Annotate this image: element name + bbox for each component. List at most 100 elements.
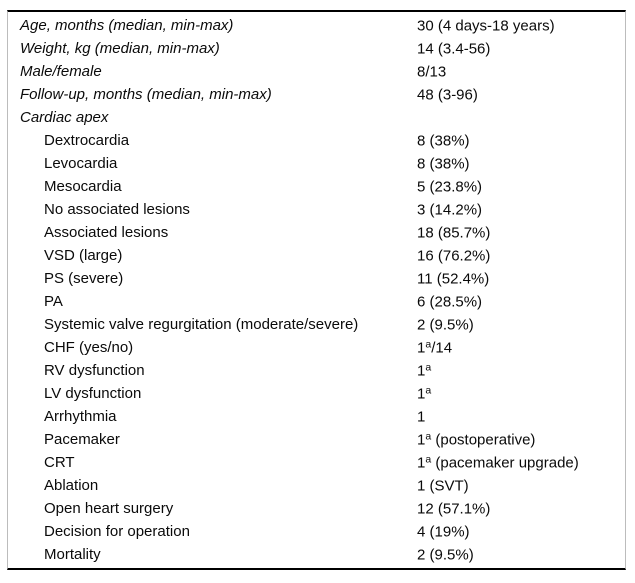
row-label: PA — [44, 293, 63, 310]
row-value: 8 (38%) — [417, 132, 470, 149]
row-label: No associated lesions — [44, 201, 190, 218]
row-label: Ablation — [44, 477, 99, 494]
value-text: 1 — [417, 408, 426, 425]
row-value: 4 (19%) — [417, 523, 470, 540]
table-row: Age, months (median, min-max) 30 (4 days-… — [8, 14, 625, 37]
value-text: (postoperative) — [431, 431, 536, 448]
row-label: Systemic valve regurgitation (moderate/s… — [44, 316, 359, 333]
row-value: 30 (4 days-18 years) — [417, 17, 555, 34]
footnote-marker: a — [425, 453, 432, 465]
row-value: 48 (3-96) — [417, 86, 478, 103]
row-label: Follow-up, months (median, min-max) — [20, 86, 272, 103]
value-text: 2 (9.5%) — [417, 316, 474, 333]
row-label: Mortality — [44, 546, 101, 563]
row-label: Age, months (median, min-max) — [20, 17, 234, 34]
table-row: Male/female 8/13 — [8, 60, 625, 83]
table-row: Systemic valve regurgitation (moderate/s… — [8, 313, 625, 336]
row-value: 1a — [417, 384, 432, 402]
table-row: Dextrocardia 8 (38%) — [8, 129, 625, 152]
table-row: Mortality 2 (9.5%) — [8, 543, 625, 566]
table-row: Associated lesions 18 (85.7%) — [8, 221, 625, 244]
row-value: 8 (38%) — [417, 155, 470, 172]
footnote-marker: a — [425, 361, 432, 373]
value-text: 1 — [417, 431, 426, 448]
value-text: 4 (19%) — [417, 523, 470, 540]
table-row: Follow-up, months (median, min-max) 48 (3… — [8, 83, 625, 106]
table-row: LV dysfunction 1a — [8, 382, 625, 405]
value-text: 30 (4 days-18 years) — [417, 17, 555, 34]
value-text: 16 (76.2%) — [417, 247, 491, 264]
row-value: 1a/14 — [417, 338, 453, 356]
row-label: CRT — [44, 454, 75, 471]
row-label: Open heart surgery — [44, 500, 174, 517]
table-row: Arrhythmia 1 — [8, 405, 625, 428]
value-text: 14 (3.4-56) — [417, 40, 491, 57]
row-value: 1a (pacemaker upgrade) — [417, 453, 579, 471]
table-row: PA 6 (28.5%) — [8, 290, 625, 313]
footnote-marker: a — [425, 338, 432, 350]
table-row: Mesocardia 5 (23.8%) — [8, 175, 625, 198]
row-value: 5 (23.8%) — [417, 178, 482, 195]
row-label: CHF (yes/no) — [44, 339, 134, 356]
table-row: PS (severe) 11 (52.4%) — [8, 267, 625, 290]
footnote-marker: a — [425, 430, 432, 442]
row-label: Male/female — [20, 63, 102, 80]
table-row: CRT 1a (pacemaker upgrade) — [8, 451, 625, 474]
table-row: Cardiac apex — [8, 106, 625, 129]
value-text: 2 (9.5%) — [417, 546, 474, 563]
row-value: 1 — [417, 408, 425, 425]
row-value: 3 (14.2%) — [417, 201, 482, 218]
table-row: Weight, kg (median, min-max) 14 (3.4-56) — [8, 37, 625, 60]
row-value: 2 (9.5%) — [417, 546, 474, 563]
value-text: 1 — [417, 362, 426, 379]
row-label: Levocardia — [44, 155, 118, 172]
value-text: 18 (85.7%) — [417, 224, 491, 241]
row-label: Associated lesions — [44, 224, 169, 241]
row-label: Dextrocardia — [44, 132, 130, 149]
value-text: 1 — [417, 385, 426, 402]
row-label: Decision for operation — [44, 523, 190, 540]
row-value: 16 (76.2%) — [417, 247, 490, 264]
row-value: 1a — [417, 361, 432, 379]
row-label: VSD (large) — [44, 247, 123, 264]
row-label: Mesocardia — [44, 178, 122, 195]
table-row: No associated lesions 3 (14.2%) — [8, 198, 625, 221]
row-label: LV dysfunction — [44, 385, 142, 402]
table-row: RV dysfunction 1a — [8, 359, 625, 382]
table-row: Open heart surgery 12 (57.1%) — [8, 497, 625, 520]
patient-characteristics-table: Age, months (median, min-max) 30 (4 days-… — [7, 10, 626, 570]
value-text: 8 (38%) — [417, 155, 470, 172]
value-text: (pacemaker upgrade) — [431, 454, 579, 471]
row-value: 18 (85.7%) — [417, 224, 490, 241]
value-text: 48 (3-96) — [417, 86, 478, 103]
table-row: Levocardia 8 (38%) — [8, 152, 625, 175]
table-row: Ablation 1 (SVT) — [8, 474, 625, 497]
row-label: Arrhythmia — [44, 408, 117, 425]
row-label: Pacemaker — [44, 431, 120, 448]
row-value: 8/13 — [417, 63, 446, 80]
value-text: 8/13 — [417, 63, 447, 80]
value-text: 12 (57.1%) — [417, 500, 491, 517]
value-text: 3 (14.2%) — [417, 201, 483, 218]
row-label: Weight, kg (median, min-max) — [20, 40, 220, 57]
table-row: Pacemaker 1a (postoperative) — [8, 428, 625, 451]
value-text: 6 (28.5%) — [417, 293, 483, 310]
row-label: Cardiac apex — [20, 109, 109, 126]
table-row: VSD (large) 16 (76.2%) — [8, 244, 625, 267]
row-value: 2 (9.5%) — [417, 316, 474, 333]
value-text: 1 (SVT) — [417, 477, 469, 494]
table-row: Decision for operation 4 (19%) — [8, 520, 625, 543]
row-label: PS (severe) — [44, 270, 124, 287]
row-value: 12 (57.1%) — [417, 500, 490, 517]
row-value: 14 (3.4-56) — [417, 40, 490, 57]
row-value: 6 (28.5%) — [417, 293, 482, 310]
footnote-marker: a — [425, 384, 432, 396]
table-row: CHF (yes/no) 1a/14 — [8, 336, 625, 359]
value-text: /14 — [431, 339, 453, 356]
row-value: 1a (postoperative) — [417, 430, 536, 448]
value-text: 1 — [417, 454, 426, 471]
value-text: 1 — [417, 339, 426, 356]
value-text: 5 (23.8%) — [417, 178, 483, 195]
row-value: 11 (52.4%) — [417, 270, 489, 287]
